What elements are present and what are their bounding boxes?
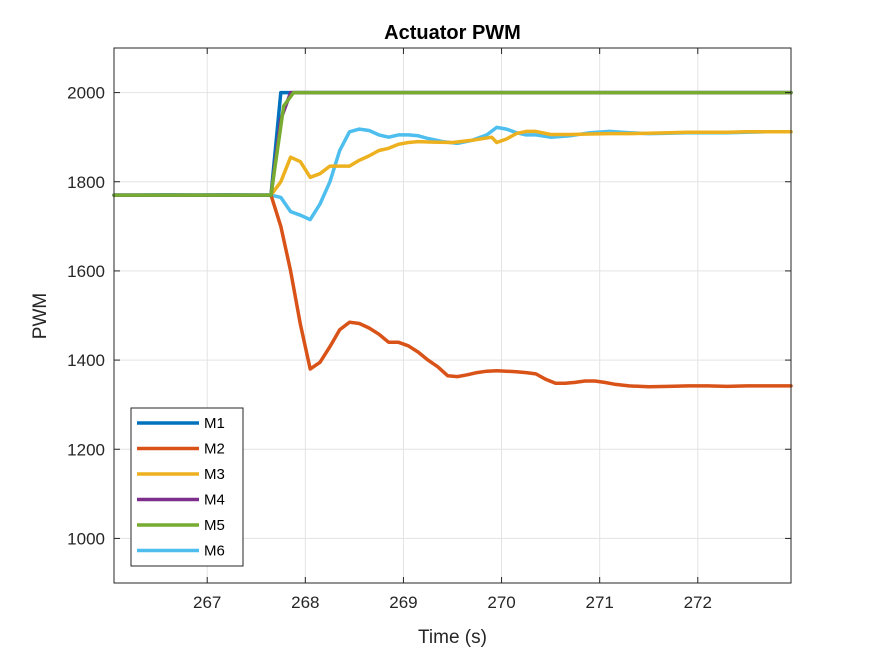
y-tick-label: 1400 [67, 351, 105, 370]
x-tick-label: 270 [487, 593, 515, 612]
y-tick-label: 1600 [67, 262, 105, 281]
legend-box [130, 407, 244, 567]
plot-frame [113, 47, 792, 584]
y-axis-ticks: 1000 1200 1400 1600 1800 2000 [67, 84, 791, 548]
chart-title: Actuator PWM [384, 22, 521, 44]
y-tick-label: 1000 [67, 529, 105, 548]
legend-label-m3: M3 [204, 466, 225, 483]
x-tick-label: 271 [585, 593, 613, 612]
legend-label-m2: M2 [204, 441, 225, 458]
x-tick-label: 269 [389, 593, 417, 612]
x-axis-ticks: 267 268 269 270 271 272 [193, 48, 712, 612]
x-tick-label: 272 [684, 593, 712, 612]
legend-label-m5: M5 [204, 517, 225, 534]
y-tick-label: 2000 [67, 84, 105, 103]
legend-label-m6: M6 [204, 543, 225, 560]
series-layer [112, 90, 793, 389]
legend-label-m4: M4 [204, 492, 225, 509]
x-tick-label: 267 [193, 593, 221, 612]
y-axis-label: PWM [30, 293, 51, 339]
y-tick-label: 1800 [67, 173, 105, 192]
series-line-m2 [269, 193, 793, 389]
series-line-m5 [112, 90, 793, 197]
legend-label-m1: M1 [204, 415, 225, 432]
x-tick-label: 268 [291, 593, 319, 612]
x-axis-label: Time (s) [418, 627, 487, 648]
series-line-m3 [269, 129, 793, 197]
legend: M1 M2 M3 M4 M5 M6 [130, 407, 244, 567]
y-tick-label: 1200 [67, 440, 105, 459]
